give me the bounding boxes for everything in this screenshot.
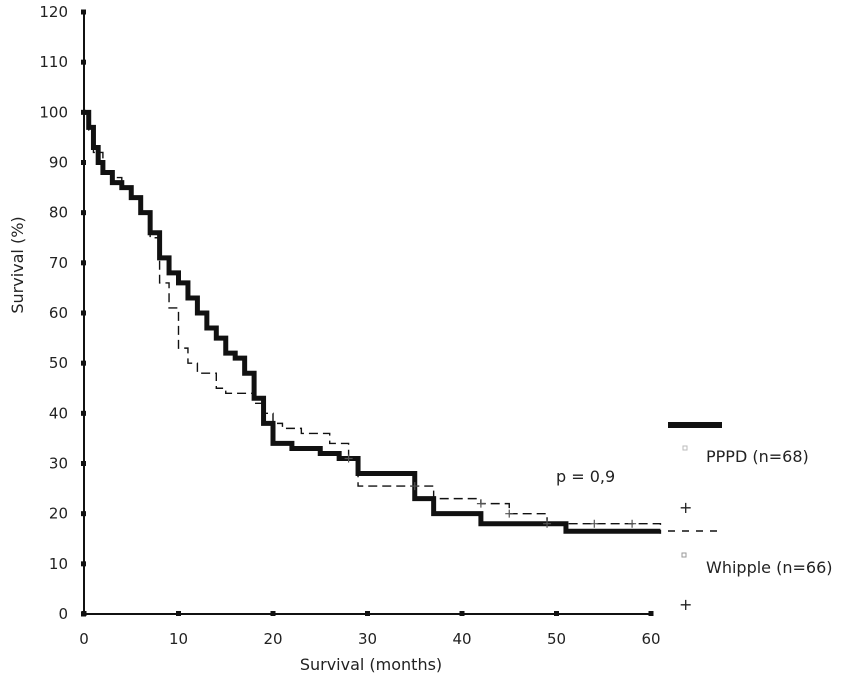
y-tick-label: 50 — [49, 354, 68, 372]
y-tick-mark — [81, 561, 86, 567]
y-tick-label: 90 — [49, 154, 68, 172]
series-line-pppd — [84, 109, 661, 534]
legend-whipple-marker — [681, 552, 687, 558]
y-tick-mark — [81, 310, 86, 316]
y-tick-label: 60 — [49, 304, 68, 322]
x-tick-mark — [176, 611, 181, 616]
legend: PPPD (n=68) + Whipple (n=66) + — [668, 422, 832, 614]
x-ticks: 0 10 20 30 40 50 60 — [79, 611, 661, 648]
y-tick-mark — [81, 461, 86, 466]
y-ticks: 0 10 20 30 40 50 60 70 80 90 100 110 120 — [39, 3, 86, 623]
censor-mark — [628, 519, 637, 528]
y-tick-label: 20 — [49, 505, 68, 523]
y-tick-label: 120 — [39, 3, 68, 21]
x-tick-label: 40 — [452, 630, 471, 648]
x-axis-title: Survival (months) — [300, 655, 442, 674]
x-tick-mark — [554, 611, 559, 616]
censor-marks — [344, 454, 637, 528]
x-tick-label: 0 — [79, 630, 89, 648]
y-axis-title: Survival (%) — [8, 216, 27, 313]
y-tick-mark — [81, 511, 86, 517]
y-tick-label: 100 — [39, 103, 68, 121]
legend-whipple-censor-symbol: + — [679, 595, 692, 614]
x-tick-label: 60 — [641, 630, 660, 648]
x-tick-mark — [459, 611, 465, 616]
x-tick-label: 10 — [169, 630, 188, 648]
x-tick-label: 20 — [263, 630, 282, 648]
y-tick-label: 70 — [49, 254, 68, 272]
axes: 0 10 20 30 40 50 60 70 80 90 100 110 120 0 10 20 30 40 50… — [39, 3, 660, 648]
y-tick-mark — [81, 9, 86, 15]
y-tick-mark — [81, 160, 86, 165]
y-tick-mark — [81, 210, 86, 216]
y-tick-label: 40 — [49, 404, 68, 422]
censor-mark — [344, 454, 353, 463]
y-tick-mark — [81, 109, 86, 115]
p-value-annotation: p = 0,9 — [556, 467, 615, 486]
legend-whipple-label: Whipple (n=66) — [706, 558, 832, 577]
y-tick-label: 80 — [49, 204, 68, 222]
censor-mark — [505, 509, 514, 518]
x-tick-mark — [365, 611, 370, 616]
y-tick-label: 10 — [49, 555, 68, 573]
y-tick-label: 0 — [58, 605, 68, 623]
x-tick-mark — [648, 611, 654, 616]
legend-pppd-label: PPPD (n=68) — [706, 447, 809, 466]
legend-pppd-marker — [682, 445, 688, 451]
y-tick-mark — [81, 260, 86, 266]
x-tick-mark — [270, 611, 276, 616]
legend-pppd-censor-symbol: + — [679, 498, 692, 517]
censor-mark — [543, 519, 552, 528]
series-line-whipple — [84, 111, 662, 534]
y-tick-label: 110 — [39, 53, 68, 71]
censor-mark — [410, 482, 419, 491]
censor-mark — [476, 499, 485, 508]
y-tick-label: 30 — [49, 455, 68, 473]
censor-mark — [590, 519, 599, 528]
series-layer — [84, 109, 662, 534]
x-tick-label: 30 — [358, 630, 377, 648]
y-tick-mark — [81, 410, 86, 416]
y-tick-mark — [81, 59, 86, 65]
x-tick-label: 50 — [547, 630, 566, 648]
y-tick-mark — [81, 360, 86, 366]
x-tick-mark — [81, 611, 87, 616]
